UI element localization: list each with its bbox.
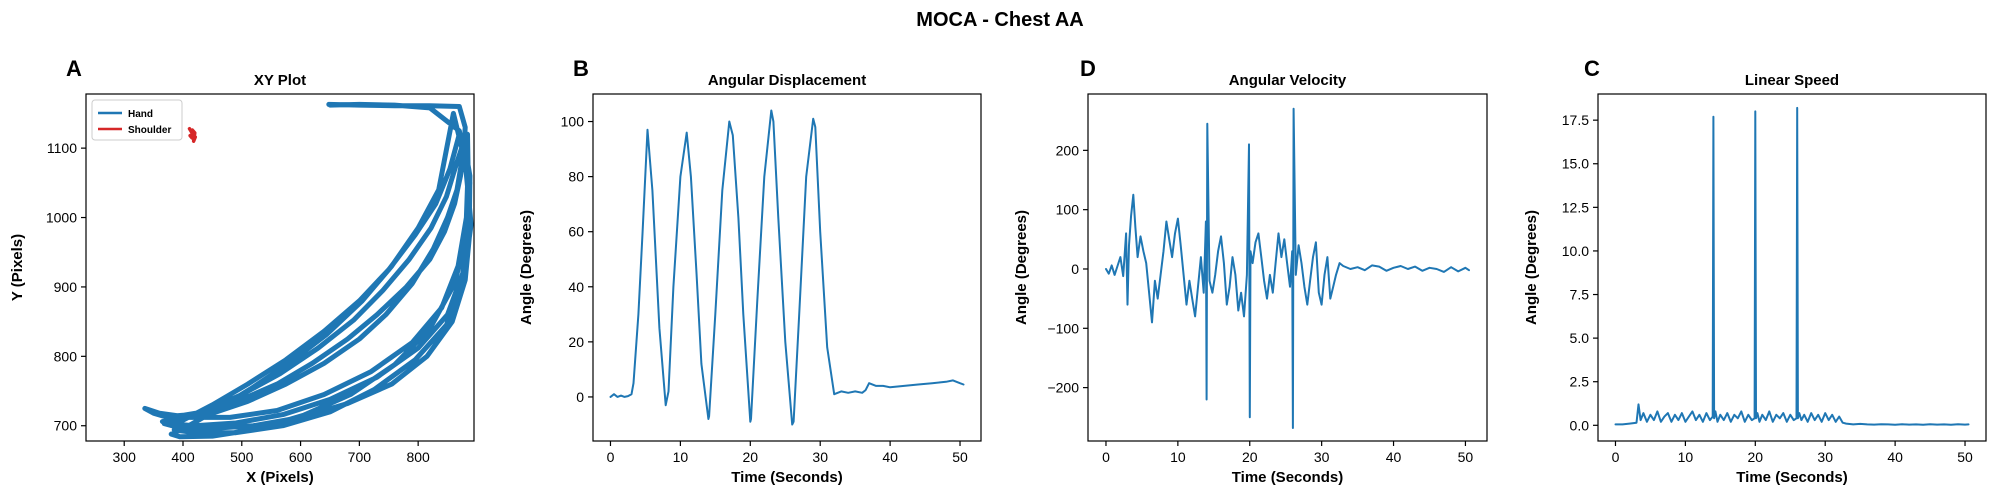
y-tick-label: −200 <box>1047 380 1079 396</box>
x-tick-label: 400 <box>171 449 195 465</box>
y-tick-label: 1100 <box>47 140 77 156</box>
x-tick-label: 600 <box>289 449 313 465</box>
y-tick-label: 900 <box>54 279 78 295</box>
y-tick-label: 100 <box>1056 202 1080 218</box>
x-axis-label: Time (Seconds) <box>1232 469 1343 486</box>
x-tick-label: 10 <box>1678 449 1694 465</box>
axes-title: Angular Displacement <box>708 72 866 89</box>
y-axis-label: Y (Pixels) <box>9 234 26 301</box>
x-axis-label: X (Pixels) <box>246 469 314 486</box>
y-tick-label: 100 <box>561 114 585 130</box>
series-line-series-0 <box>609 109 965 426</box>
x-tick-label: 500 <box>230 449 254 465</box>
axes-title: Angular Velocity <box>1229 72 1347 89</box>
x-tick-label: 30 <box>1817 449 1833 465</box>
x-tick-label: 0 <box>607 449 615 465</box>
panel-angular-displacement: B Angular Displacement 0 10 20 30 40 50 0 20 40 60 8… <box>518 56 982 486</box>
x-tick-label: 40 <box>882 449 898 465</box>
panel-linear-speed: C Linear Speed 0 10 20 30 40 50 0.0 2.5 5.0 7.5 10.0… <box>1523 56 1987 486</box>
x-tick-label: 20 <box>743 449 759 465</box>
series-group <box>1614 106 1970 426</box>
y-tick-label: 0.0 <box>1570 417 1590 433</box>
panel-letter: D <box>1080 56 1096 81</box>
x-tick-label: 40 <box>1887 449 1903 465</box>
panel-letter: A <box>66 56 82 81</box>
y-tick-label: 40 <box>568 279 584 295</box>
y-tick-label: 1000 <box>46 210 77 226</box>
y-tick-label: 5.0 <box>1570 330 1590 346</box>
series-line-series-0 <box>1614 106 1970 426</box>
x-tick-label: 30 <box>812 449 828 465</box>
y-axis-label: Angle (Degrees) <box>518 210 535 325</box>
x-axis-label: Time (Seconds) <box>731 469 842 486</box>
y-tick-label: −100 <box>1047 320 1079 336</box>
panel-letter: C <box>1584 56 1600 81</box>
series-line-shoulder <box>187 126 198 143</box>
legend-label-shoulder: Shoulder <box>128 125 171 136</box>
legend-label-hand: Hand <box>128 109 153 120</box>
panel-angular-velocity: D Angular Velocity 0 10 20 30 40 50 −200 −100 0 100… <box>1013 56 1488 486</box>
y-tick-label: 7.5 <box>1570 287 1590 303</box>
y-tick-label: 10.0 <box>1562 243 1589 259</box>
y-tick-label: 12.5 <box>1562 199 1589 215</box>
x-tick-label: 50 <box>952 449 968 465</box>
y-tick-label: 200 <box>1056 142 1080 158</box>
axes-title: XY Plot <box>254 72 306 89</box>
y-tick-label: 2.5 <box>1570 374 1590 390</box>
y-tick-label: 800 <box>54 348 78 364</box>
legend: Hand Shoulder <box>91 99 183 141</box>
series-group <box>142 101 474 440</box>
y-tick-label: 700 <box>54 418 78 434</box>
panel-letter: B <box>573 56 589 81</box>
x-tick-label: 300 <box>113 449 137 465</box>
series-group <box>1105 107 1470 429</box>
axes-frame <box>1087 93 1488 442</box>
y-tick-label: 17.5 <box>1562 112 1589 128</box>
series-line-series-0 <box>1105 107 1470 429</box>
x-axis-label: Time (Seconds) <box>1736 469 1847 486</box>
x-tick-label: 10 <box>673 449 689 465</box>
x-tick-label: 20 <box>1748 449 1764 465</box>
y-axis-label: Angle (Degrees) <box>1523 210 1540 325</box>
x-tick-label: 700 <box>348 449 372 465</box>
figure-suptitle: MOCA - Chest AA <box>916 9 1083 31</box>
y-tick-label: 20 <box>568 334 584 350</box>
x-tick-label: 30 <box>1314 449 1330 465</box>
axes-frame <box>592 93 982 442</box>
x-tick-label: 0 <box>1102 449 1110 465</box>
x-tick-label: 20 <box>1242 449 1258 465</box>
x-tick-label: 0 <box>1612 449 1620 465</box>
x-tick-label: 50 <box>1458 449 1474 465</box>
y-axis-label: Angle (Degrees) <box>1013 210 1030 325</box>
panel-xy-plot: A XY Plot 300 400 500 600 700 800 700 800 900 1000 1… <box>9 56 475 486</box>
series-group <box>609 109 965 426</box>
y-tick-label: 15.0 <box>1562 156 1589 172</box>
y-tick-label: 0 <box>576 389 584 405</box>
series-line-hand <box>142 101 474 440</box>
y-tick-label: 60 <box>568 224 584 240</box>
x-tick-label: 40 <box>1386 449 1402 465</box>
axes-frame <box>85 93 475 442</box>
axes-frame <box>1597 93 1987 442</box>
y-tick-label: 80 <box>568 169 584 185</box>
x-tick-label: 800 <box>406 449 430 465</box>
axes-title: Linear Speed <box>1745 72 1839 89</box>
x-tick-label: 50 <box>1957 449 1973 465</box>
y-tick-label: 0 <box>1071 261 1079 277</box>
x-tick-label: 10 <box>1170 449 1186 465</box>
